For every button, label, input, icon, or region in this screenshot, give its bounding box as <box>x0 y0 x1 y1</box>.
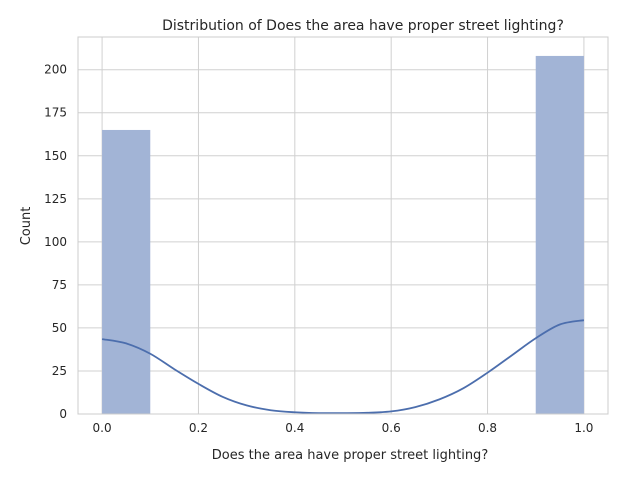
y-tick-label: 125 <box>44 192 67 206</box>
x-tick-label: 0.2 <box>189 421 208 435</box>
y-tick-label: 50 <box>52 321 67 335</box>
y-tick-label: 75 <box>52 278 67 292</box>
y-tick-label: 25 <box>52 364 67 378</box>
y-ticks: 0 25 50 75 100 125 150 175 200 <box>44 63 67 421</box>
chart-title: Distribution of Does the area have prope… <box>162 18 564 34</box>
y-tick-label: 150 <box>44 149 67 163</box>
x-tick-label: 0.4 <box>285 421 304 435</box>
x-tick-label: 0.8 <box>478 421 497 435</box>
x-tick-label: 0.6 <box>382 421 401 435</box>
y-tick-label: 200 <box>44 63 67 77</box>
bars <box>102 55 584 415</box>
y-tick-label: 100 <box>44 235 67 249</box>
y-tick-label: 175 <box>44 106 67 120</box>
plot-frame <box>77 36 609 415</box>
x-ticks: 0.0 0.2 0.4 0.6 0.8 1.0 <box>93 421 594 435</box>
histogram-bar <box>102 129 151 414</box>
x-axis-label: Does the area have proper street lightin… <box>212 448 488 463</box>
y-axis-label: Count <box>19 207 34 246</box>
y-tick-label: 0 <box>59 407 67 421</box>
x-tick-label: 0.0 <box>93 421 112 435</box>
kde-curve-layer <box>101 319 585 415</box>
histogram-bar <box>535 55 584 415</box>
x-tick-label: 1.0 <box>574 421 593 435</box>
kde-curve <box>101 319 585 415</box>
